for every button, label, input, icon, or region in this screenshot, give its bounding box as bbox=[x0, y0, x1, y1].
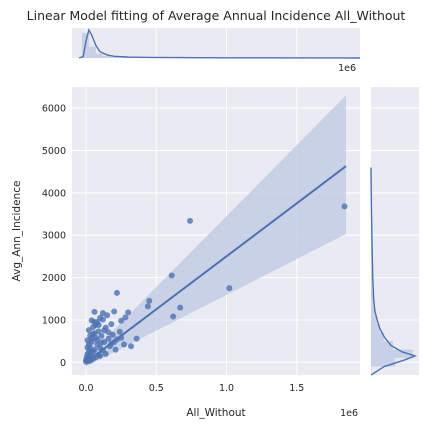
scatter-point-71 bbox=[85, 327, 92, 334]
regression-line bbox=[85, 165, 347, 364]
scatter-point-77 bbox=[99, 316, 106, 323]
scatter-point-5 bbox=[177, 304, 184, 311]
scatter-point-27 bbox=[133, 335, 140, 342]
scatter-point-1 bbox=[187, 217, 194, 224]
scatter-point-26 bbox=[128, 343, 135, 350]
right-marginal-histogram bbox=[371, 201, 413, 367]
scatter-point-10 bbox=[122, 314, 129, 321]
right-marginal-density-curve bbox=[370, 167, 418, 376]
right-marginal-panel bbox=[370, 87, 419, 376]
top-hist-bar-2 bbox=[95, 53, 103, 58]
x-tick-label-1: 0.5 bbox=[149, 383, 164, 394]
scatter-point-74 bbox=[84, 344, 91, 351]
y-tick-label-6: 6000 bbox=[42, 104, 66, 115]
right-hist-bar-1 bbox=[371, 349, 413, 359]
scatter-point-3 bbox=[168, 272, 175, 279]
scatter-point-2 bbox=[226, 285, 233, 292]
scatter-point-13 bbox=[108, 321, 115, 328]
scatter-point-7 bbox=[144, 303, 151, 310]
scatter-point-32 bbox=[98, 333, 105, 340]
y-tick-labels: 0 1000 2000 3000 4000 5000 6000 bbox=[42, 104, 66, 369]
scatter-point-65 bbox=[105, 335, 112, 342]
scatter-point-12 bbox=[111, 308, 118, 315]
scatter-point-28 bbox=[116, 328, 123, 335]
right-hist-bar-7 bbox=[371, 290, 374, 308]
scatter-point-9 bbox=[125, 309, 132, 316]
y-axis-label: Avg_Ann_Incidence bbox=[11, 181, 23, 282]
scatter-points bbox=[83, 203, 348, 365]
top-marginal-offset-text: 1e6 bbox=[338, 63, 356, 74]
y-tick-label-5: 5000 bbox=[42, 146, 66, 157]
scatter-point-59 bbox=[98, 339, 105, 346]
scatter-point-67 bbox=[112, 346, 119, 353]
right-hist-bar-6 bbox=[371, 307, 375, 316]
scatter-point-4 bbox=[170, 313, 177, 320]
scatter-point-25 bbox=[120, 341, 127, 348]
y-tick-label-4: 4000 bbox=[42, 188, 66, 199]
scatter-point-15 bbox=[99, 310, 106, 317]
scatter-point-73 bbox=[84, 337, 91, 344]
x-tick-label-2: 1.0 bbox=[219, 383, 234, 394]
right-hist-bar-2 bbox=[371, 341, 393, 350]
scatter-point-8 bbox=[113, 289, 120, 296]
x-axis-label: All_Without bbox=[186, 407, 245, 419]
top-hist-bar-4 bbox=[109, 56, 117, 58]
right-hist-bar-0 bbox=[371, 358, 396, 367]
right-hist-bar-8 bbox=[371, 269, 373, 291]
scatter-point-69 bbox=[101, 327, 108, 334]
top-marginal-panel: 1e6 bbox=[72, 28, 361, 74]
right-marginal-grid bbox=[371, 107, 419, 363]
top-hist-bar-1 bbox=[88, 46, 96, 58]
y-tick-label-1: 1000 bbox=[42, 315, 66, 326]
scatter-point-0 bbox=[341, 203, 348, 210]
right-hist-bar-4 bbox=[371, 324, 380, 333]
scatter-point-6 bbox=[146, 297, 153, 304]
y-tick-label-3: 3000 bbox=[42, 231, 66, 242]
scatter-point-72 bbox=[87, 332, 94, 339]
scatter-point-75 bbox=[91, 319, 98, 326]
top-hist-bar-3 bbox=[102, 56, 110, 58]
scatter-point-64 bbox=[83, 354, 90, 361]
main-panel: 0.0 0.5 1.0 1.5 0 1000 2000 3000 4000 5000 6000 A… bbox=[11, 87, 360, 419]
x-tick-label-0: 0.0 bbox=[78, 383, 93, 394]
x-tick-labels: 0.0 0.5 1.0 1.5 bbox=[78, 383, 304, 394]
x-offset-text: 1e6 bbox=[340, 408, 358, 419]
top-marginal-density-curve bbox=[78, 28, 361, 59]
scatter-point-76 bbox=[95, 322, 102, 329]
scatter-point-48 bbox=[102, 350, 109, 357]
top-marginal-background bbox=[72, 28, 360, 58]
y-tick-label-0: 0 bbox=[60, 358, 66, 369]
scatter-point-11 bbox=[118, 317, 125, 324]
scatter-point-18 bbox=[91, 308, 98, 315]
top-hist-bar-5 bbox=[116, 57, 132, 58]
chart-title: Linear Model fitting of Average Annual I… bbox=[27, 8, 406, 23]
right-hist-bar-5 bbox=[371, 315, 377, 325]
right-hist-bar-9 bbox=[371, 218, 372, 270]
right-hist-bar-3 bbox=[371, 332, 385, 342]
scatter-point-23 bbox=[109, 331, 116, 338]
x-tick-label-3: 1.5 bbox=[289, 383, 304, 394]
y-tick-label-2: 2000 bbox=[42, 273, 66, 284]
